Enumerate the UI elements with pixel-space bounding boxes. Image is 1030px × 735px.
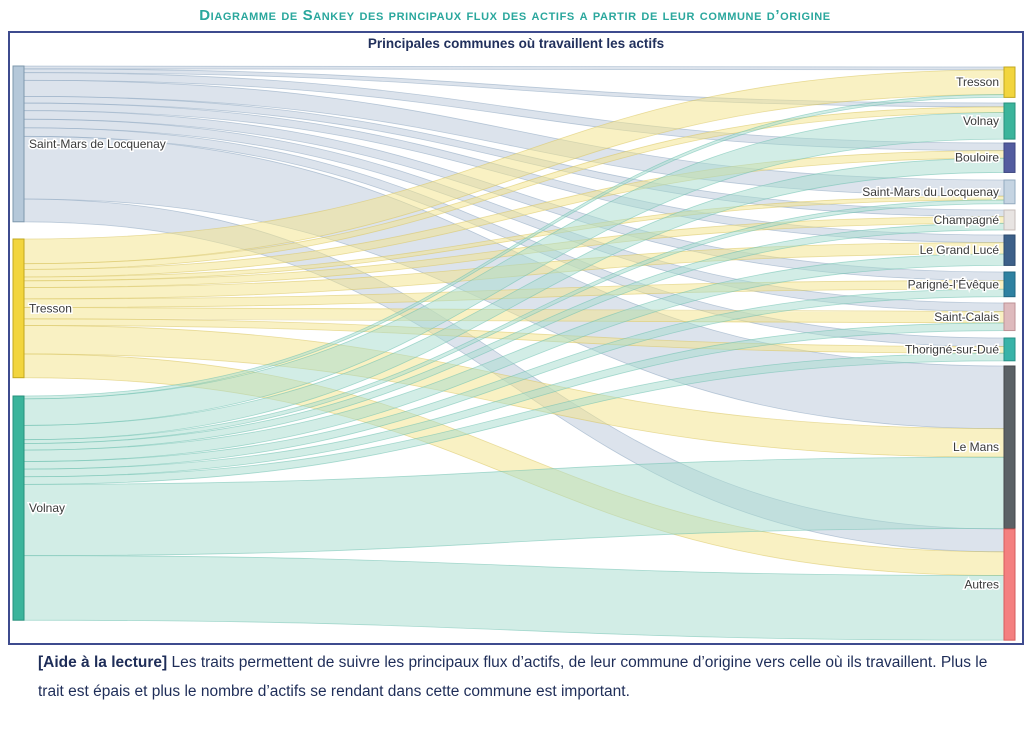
sankey-node xyxy=(12,395,25,621)
sankey-node xyxy=(1003,528,1016,641)
sankey-chart-frame: Principales communes où travaillent les … xyxy=(8,31,1024,645)
chart-title: Principales communes où travaillent les … xyxy=(367,36,665,51)
node-label: Le Mans xyxy=(953,440,999,454)
node-label: Champagné xyxy=(934,213,1000,227)
node-label: Tresson xyxy=(956,75,999,89)
sankey-node xyxy=(1003,234,1016,266)
node-label: Le Grand Lucé xyxy=(920,243,1000,257)
caption-text: Les traits permettent de suivre les prin… xyxy=(38,654,988,700)
sankey-node xyxy=(12,238,25,379)
node-label: Volnay xyxy=(963,114,999,128)
node-label: Saint-Mars de Locquenay xyxy=(29,137,166,151)
sankey-node xyxy=(1003,209,1016,231)
sankey-node xyxy=(1003,271,1016,298)
sankey-node xyxy=(1003,302,1016,332)
node-label: Thorigné-sur-Dué xyxy=(905,342,999,356)
node-label: Tresson xyxy=(29,301,72,315)
page-title: Diagramme de Sankey des principaux flux … xyxy=(199,7,831,24)
node-label: Saint-Mars du Locquenay xyxy=(862,185,999,199)
sankey-diagram: Saint-Mars de Locquenay Tresson Volnay Tres… xyxy=(12,65,1016,641)
node-label: Bouloire xyxy=(955,151,999,165)
sankey-node xyxy=(1003,142,1016,173)
node-label: Volnay xyxy=(29,501,65,515)
sankey-node xyxy=(1003,179,1016,205)
node-label: Parigné-l’Évêque xyxy=(908,276,1000,291)
node-label: Autres xyxy=(964,578,999,592)
sankey-node xyxy=(1003,337,1016,362)
sankey-node xyxy=(12,65,25,223)
reading-aid-caption: [Aide à la lecture] Les traits permetten… xyxy=(38,649,1013,706)
sankey-node xyxy=(1003,66,1016,98)
sankey-node xyxy=(1003,365,1016,529)
caption-lead: [Aide à la lecture] xyxy=(38,654,168,671)
sankey-node xyxy=(1003,102,1016,140)
flow-ribbon xyxy=(23,65,1005,71)
node-label: Saint-Calais xyxy=(934,310,999,324)
